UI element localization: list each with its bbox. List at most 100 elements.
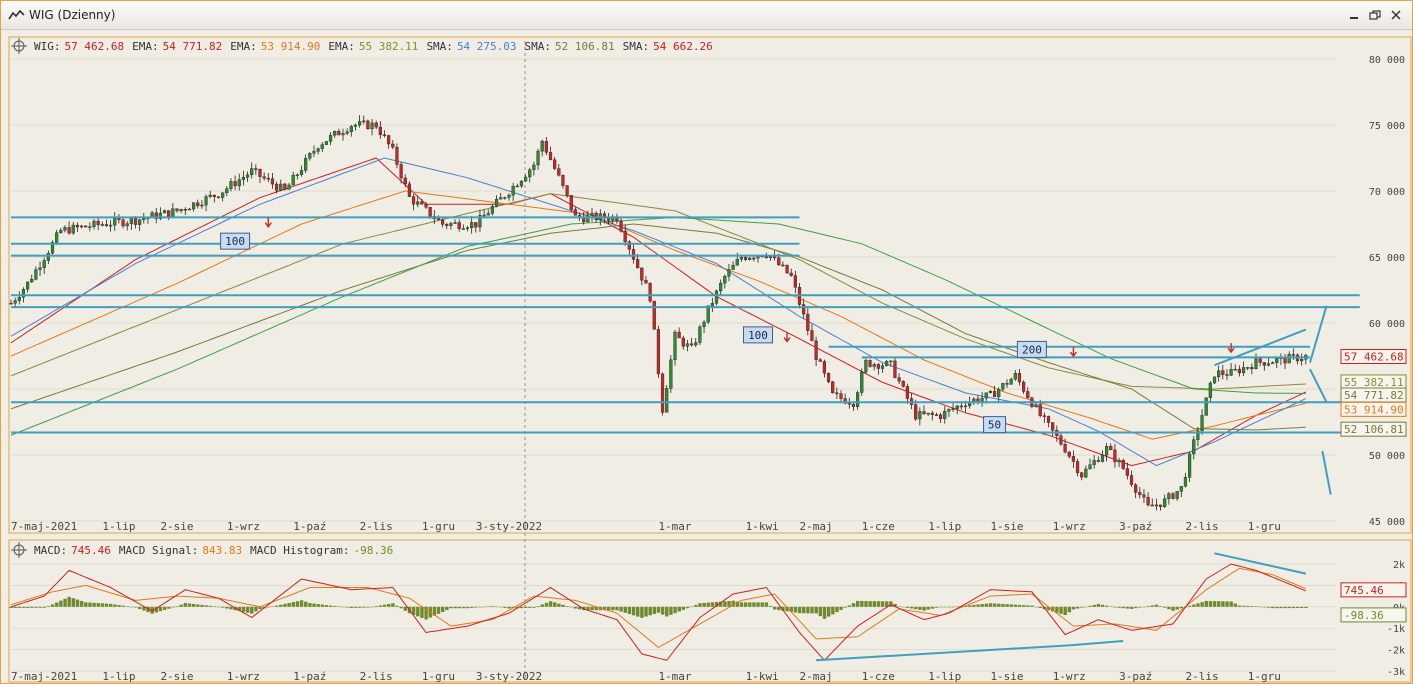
annotations[interactable]: 100 100 200 50 <box>220 217 1235 434</box>
candle-body <box>38 267 42 270</box>
histogram-bar <box>544 602 549 607</box>
histogram-bar <box>1287 606 1291 609</box>
histogram-bar <box>1158 606 1163 607</box>
histogram-bar <box>1146 606 1150 607</box>
histogram-bar <box>1167 606 1171 610</box>
candle-body <box>1013 373 1017 380</box>
candle-body <box>690 343 694 346</box>
histogram-bar <box>1279 606 1283 609</box>
histogram-bar <box>436 606 441 614</box>
candle-body <box>436 218 441 221</box>
candle-body <box>299 170 304 175</box>
candle-body <box>1150 504 1154 507</box>
histogram-bar <box>773 606 777 610</box>
candle-body <box>316 148 320 152</box>
histogram-bar <box>992 603 997 607</box>
candle-body <box>1109 446 1113 451</box>
histogram-bar <box>590 606 594 611</box>
histogram-bar <box>880 601 885 607</box>
candle-body <box>810 330 814 342</box>
title-bar[interactable]: WIG (Dzienny) <box>1 1 1412 30</box>
histogram-bar <box>1125 606 1130 609</box>
candle-body <box>1212 376 1217 384</box>
histogram-bar <box>1088 605 1092 607</box>
candle-body <box>283 183 287 190</box>
histogram-bar <box>1100 604 1105 607</box>
candle-body <box>1129 475 1134 485</box>
candle-body <box>129 218 133 224</box>
candle-body <box>382 134 387 136</box>
histogram-bar <box>1096 603 1101 607</box>
histogram-bar <box>814 606 818 614</box>
x-tick-label: 2-maj <box>800 670 833 683</box>
candle-body <box>1217 370 1221 378</box>
histogram-bar <box>947 606 951 608</box>
histogram-bar <box>196 604 200 607</box>
candle-body <box>486 213 490 216</box>
histogram-bar <box>797 606 802 614</box>
histogram-bar <box>789 606 793 612</box>
histogram-bar <box>399 606 403 609</box>
histogram-bar <box>1026 605 1030 607</box>
histogram-bar <box>860 600 864 607</box>
histogram-bar <box>557 603 561 607</box>
price-panel[interactable] <box>8 36 1412 534</box>
x-tick-label: 1-wrz <box>1053 670 1086 683</box>
x-tick-label: 2-lis <box>360 670 393 683</box>
candle-body <box>304 158 308 171</box>
support-lines[interactable] <box>11 216 1360 495</box>
histogram-bar <box>748 602 752 607</box>
candle-body <box>511 186 515 196</box>
legend-value: 54 275.03 <box>457 40 517 53</box>
histogram-bar <box>200 604 204 607</box>
x-tick-label: 1-gru <box>422 670 455 683</box>
histogram-bar <box>391 603 395 607</box>
histogram-bar <box>1179 606 1184 609</box>
value-tag-label: 745.46 <box>1344 584 1384 597</box>
candle-body <box>391 143 395 148</box>
x-tick-label: 1-paź <box>293 520 326 533</box>
legend-label: MACD Histogram: <box>250 544 349 557</box>
legend-value: 54 662.26 <box>653 40 713 53</box>
histogram-bar <box>370 606 374 608</box>
candle-body <box>113 217 117 226</box>
signal-line <box>10 567 1307 649</box>
candle-body <box>934 414 939 416</box>
restore-icon[interactable] <box>1368 9 1382 21</box>
candle-body <box>399 164 403 179</box>
candle-body <box>519 180 524 187</box>
histogram-bar <box>1196 603 1200 607</box>
histogram-bar <box>225 606 229 609</box>
histogram-bar <box>1138 606 1142 608</box>
legend-label: WIG: <box>34 40 61 53</box>
histogram-bar <box>299 600 304 607</box>
histogram-bar <box>810 606 814 614</box>
candle-body <box>818 359 822 362</box>
legend-value: 745.46 <box>71 544 111 557</box>
macd-panel[interactable] <box>8 539 1412 683</box>
histogram-bar <box>46 606 51 607</box>
candle-body <box>461 228 465 230</box>
ma-line <box>10 216 1306 436</box>
candle-body <box>75 224 79 228</box>
candle-body <box>478 215 482 228</box>
histogram-bar <box>1304 606 1308 608</box>
candle-body <box>553 159 557 169</box>
histogram-bar <box>13 606 17 608</box>
candle-body <box>133 218 138 225</box>
histogram-bar <box>524 606 528 608</box>
candle-body <box>345 131 349 134</box>
candle-body <box>868 359 872 367</box>
legend-label: SMA: <box>525 40 552 53</box>
candle-body <box>407 183 411 197</box>
candle-body <box>191 202 196 210</box>
candle-body <box>337 131 341 136</box>
histogram-bar <box>1109 606 1113 608</box>
histogram-bar <box>681 606 686 610</box>
histogram-bar <box>1163 606 1167 608</box>
x-tick-label: 7-maj-2021 <box>11 670 77 683</box>
close-icon[interactable] <box>1389 9 1403 21</box>
candle-body <box>1034 404 1038 407</box>
minimize-icon[interactable] <box>1347 9 1361 21</box>
